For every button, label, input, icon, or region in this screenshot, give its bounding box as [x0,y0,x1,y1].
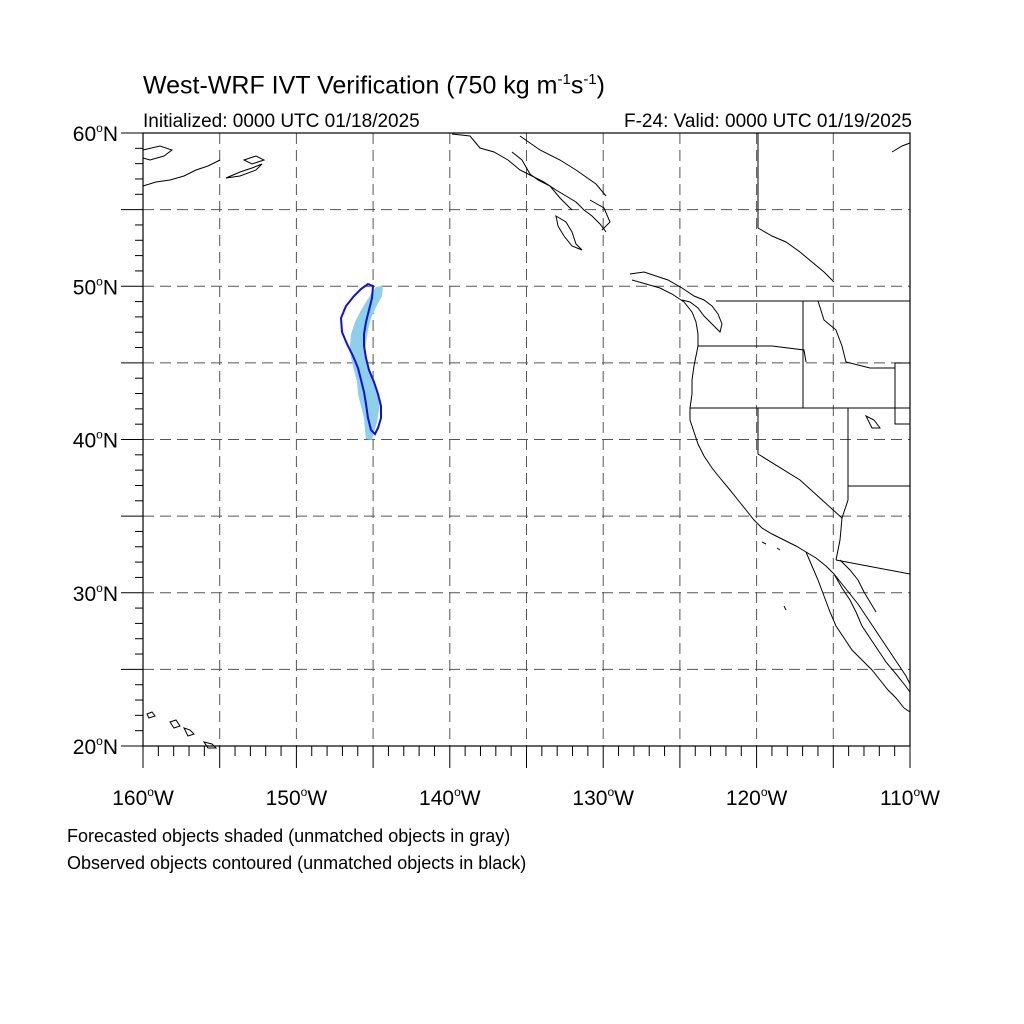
lon-label: 140oW [419,785,481,810]
lat-label: 40oN [73,428,118,453]
axis-labels: 60oN 50oN 40oN 30oN 20oN 160oW 150oW 140oW 130oW… [73,121,940,810]
gridlines [143,133,910,746]
lon-label: 120oW [726,785,788,810]
lon-label: 110oW [880,785,940,810]
title-text: West-WRF IVT Verification (750 kg m [143,71,558,100]
lon-label: 130oW [572,785,634,810]
map-frame [142,132,911,747]
title-exponent-2: -1 [583,71,597,88]
title-text-mid: s [570,71,584,100]
lon-label: 150oW [266,785,328,810]
coastlines [142,133,911,749]
note-forecast-legend: Forecasted objects shaded (unmatched obj… [67,826,511,846]
observed-ivt-contour [339,282,382,436]
note-observed-legend: Observed objects contoured (unmatched ob… [67,853,527,873]
figure-title: West-WRF IVT Verification (750 kg m-1s-1… [143,71,605,100]
lon-label: 160oW [112,785,174,810]
title-exponent-1: -1 [557,71,571,88]
title-text-end: ) [596,71,605,100]
lat-label: 30oN [73,581,118,606]
lat-label: 20oN [73,734,118,759]
tick-marks [121,132,911,768]
initialized-time: Initialized: 0000 UTC 01/18/2025 [143,111,420,132]
lat-label: 50oN [73,274,118,299]
lat-label: 60oN [73,121,118,146]
valid-time: F-24: Valid: 0000 UTC 01/19/2025 [624,111,912,132]
